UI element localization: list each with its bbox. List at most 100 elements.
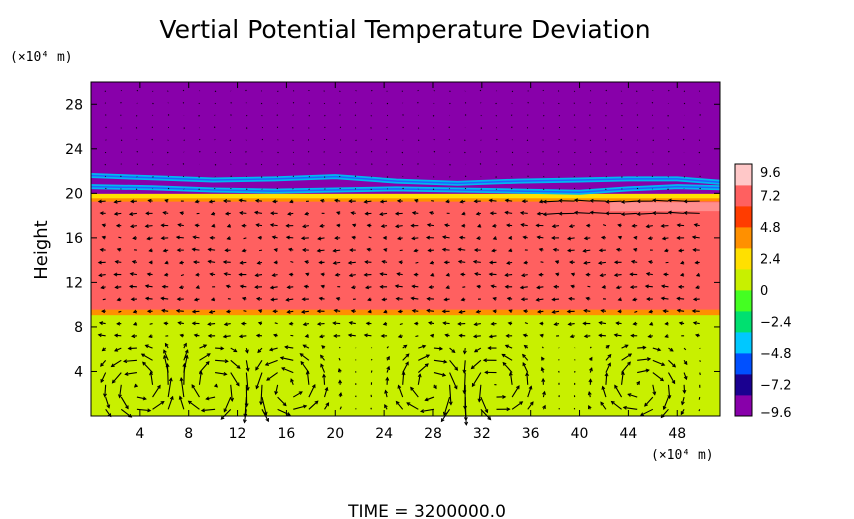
- wind-arrow-head: [537, 309, 542, 314]
- wind-arrow: [636, 187, 639, 190]
- wind-arrow: [277, 408, 291, 416]
- wind-arrow: [420, 408, 435, 413]
- wind-arrow-head: [462, 390, 467, 395]
- wind-arrow: [255, 274, 263, 277]
- wind-arrow-head: [515, 385, 520, 390]
- wind-arrow: [458, 260, 466, 263]
- wind-arrow: [397, 385, 404, 398]
- wind-arrow: [464, 139, 466, 141]
- wind-arrow: [489, 335, 497, 338]
- wind-arrow: [254, 211, 263, 214]
- wind-arrow-head: [269, 285, 274, 290]
- wind-arrow: [552, 225, 560, 227]
- wind-arrow-head: [233, 348, 238, 353]
- wind-arrow: [471, 372, 482, 387]
- wind-arrow-head: [320, 284, 325, 289]
- wind-arrow-head: [536, 285, 541, 290]
- heatmap-band: [91, 213, 720, 254]
- wind-arrow-head: [364, 285, 370, 290]
- wind-arrow-head: [582, 321, 587, 326]
- wind-arrow-head: [184, 354, 189, 359]
- wind-arrow-head: [314, 400, 319, 405]
- wind-arrow-head: [350, 285, 356, 290]
- wind-arrow: [474, 347, 482, 353]
- wind-arrow: [415, 261, 419, 264]
- wind-arrow: [230, 102, 232, 104]
- colorbar-segment: [735, 269, 752, 291]
- wind-arrow: [621, 102, 623, 105]
- wind-arrow-head: [364, 211, 369, 216]
- wind-arrow: [141, 353, 153, 361]
- wind-arrow: [167, 187, 170, 190]
- wind-arrow: [401, 151, 404, 154]
- wind-arrow-head: [286, 309, 291, 314]
- wind-arrow-head: [322, 373, 326, 378]
- wind-arrow-head: [363, 199, 368, 204]
- wind-arrow-head: [336, 211, 341, 216]
- wind-arrow-head: [302, 224, 307, 229]
- wind-arrow: [442, 248, 450, 251]
- wind-arrow-head: [615, 321, 620, 326]
- wind-arrow: [286, 298, 294, 301]
- wind-arrow: [667, 188, 669, 191]
- wind-arrow: [524, 322, 528, 325]
- wind-arrow: [583, 249, 591, 252]
- wind-arrow: [417, 363, 429, 373]
- wind-arrow-head: [473, 348, 478, 353]
- wind-arrow: [260, 176, 263, 178]
- wind-arrow: [417, 175, 419, 178]
- wind-arrow-head: [160, 236, 165, 241]
- wind-arrow: [667, 115, 669, 117]
- wind-arrow: [653, 199, 669, 202]
- wind-arrow-head: [636, 212, 641, 216]
- wind-arrow-head: [627, 361, 631, 366]
- wind-arrow-head: [255, 223, 260, 228]
- wind-arrow: [668, 199, 685, 202]
- wind-arrow: [199, 150, 201, 153]
- wind-arrow-head: [588, 405, 592, 410]
- wind-arrow-head: [130, 297, 135, 302]
- wind-arrow-head: [425, 235, 431, 240]
- wind-arrow-head: [629, 272, 634, 277]
- wind-arrow: [152, 385, 161, 398]
- wind-arrow: [208, 323, 216, 325]
- wind-arrow: [527, 102, 529, 104]
- wind-arrow-head: [453, 385, 458, 390]
- wind-arrow-head: [131, 260, 136, 264]
- wind-arrow-head: [288, 321, 293, 326]
- wind-arrow-head: [424, 363, 429, 368]
- wind-arrow: [183, 127, 185, 129]
- wind-arrow-head: [332, 248, 337, 253]
- wind-arrow: [301, 310, 309, 313]
- wind-arrow-head: [679, 272, 685, 277]
- wind-arrow: [135, 115, 138, 117]
- y-axis-label: Height: [31, 220, 52, 280]
- wind-arrow: [245, 151, 247, 153]
- wind-arrow: [183, 363, 186, 385]
- wind-arrow-head: [661, 236, 666, 241]
- wind-arrow-head: [332, 321, 337, 326]
- wind-arrow-head: [225, 284, 230, 289]
- wind-arrow-head: [442, 321, 447, 326]
- wind-arrow-head: [386, 365, 391, 370]
- wind-arrow: [182, 163, 185, 165]
- wind-arrow-head: [425, 354, 431, 359]
- wind-arrow: [698, 139, 701, 141]
- wind-arrow-head: [433, 385, 437, 390]
- wind-arrow: [677, 224, 685, 227]
- wind-arrow: [215, 359, 228, 362]
- wind-arrow: [677, 297, 685, 300]
- wind-arrow: [380, 212, 388, 215]
- wind-arrow-head: [660, 223, 665, 228]
- wind-arrow-head: [394, 284, 399, 289]
- wind-arrow: [602, 386, 607, 398]
- wind-arrow-head: [652, 391, 657, 396]
- wind-arrow-head: [184, 349, 189, 354]
- wind-arrow-head: [223, 408, 228, 413]
- wind-arrow-head: [678, 248, 683, 253]
- wind-arrow-head: [599, 273, 604, 278]
- wind-arrow: [433, 176, 435, 178]
- wind-arrow-head: [398, 260, 403, 265]
- wind-arrow: [527, 401, 534, 410]
- wind-arrow-head: [241, 248, 246, 253]
